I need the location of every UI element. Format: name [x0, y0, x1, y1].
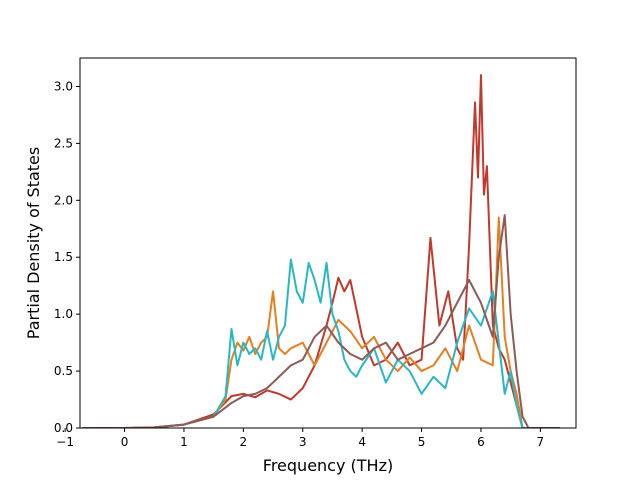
x-tick-label: 5: [418, 435, 426, 449]
y-tick-label: 0.0: [54, 421, 73, 435]
x-tick-label: 4: [358, 435, 366, 449]
x-tick-label: 6: [477, 435, 485, 449]
x-tick-label: 3: [299, 435, 307, 449]
y-axis-label: Partial Density of States: [24, 147, 43, 339]
y-tick-label: 0.5: [54, 364, 73, 378]
y-tick-label: 1.0: [54, 307, 73, 321]
series-layer: [81, 74, 561, 428]
series-line-1: [81, 74, 561, 428]
series-line-3: [81, 258, 560, 428]
series-line-4: [81, 214, 560, 428]
x-tick-label: 7: [537, 435, 545, 449]
x-tick-label: 2: [240, 435, 248, 449]
plot-area: [79, 57, 577, 429]
x-axis: −1 0 1 2 3 4 5 6 7: [56, 428, 544, 449]
x-axis-label: Frequency (THz): [263, 456, 393, 475]
axes-frame: [79, 57, 577, 429]
y-tick-label: 3.0: [54, 79, 73, 93]
x-tick-label: −1: [56, 435, 74, 449]
y-tick-label: 2.5: [54, 136, 73, 150]
x-tick-label: 1: [180, 435, 188, 449]
y-tick-label: 1.5: [54, 250, 73, 264]
y-axis: 0.0 0.5 1.0 1.5 2.0 2.5 3.0: [54, 79, 80, 435]
y-tick-label: 2.0: [54, 193, 73, 207]
x-tick-label: 0: [121, 435, 129, 449]
